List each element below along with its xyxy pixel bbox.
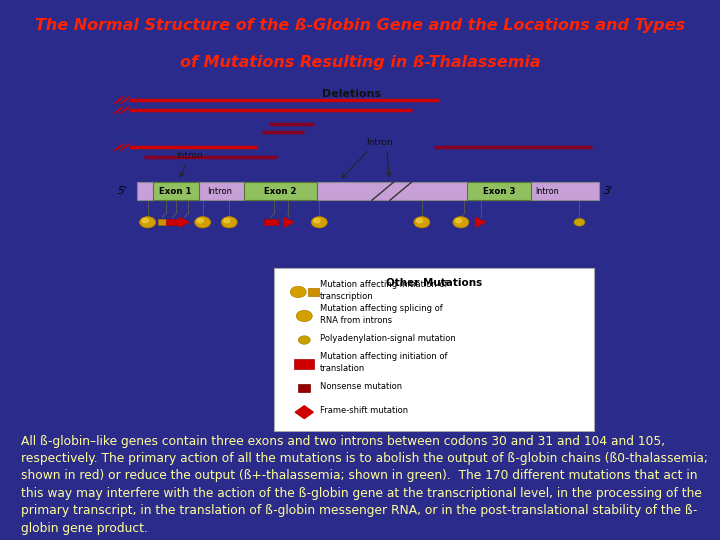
Circle shape <box>221 217 237 228</box>
Bar <box>244 182 317 200</box>
Circle shape <box>197 218 203 222</box>
Text: Other Mutations: Other Mutations <box>386 278 482 288</box>
Polygon shape <box>295 406 313 418</box>
Circle shape <box>296 310 312 322</box>
Text: Exon 1: Exon 1 <box>159 187 192 195</box>
Circle shape <box>194 217 211 228</box>
Bar <box>308 288 319 296</box>
Text: Exon 3: Exon 3 <box>482 187 515 195</box>
FancyBboxPatch shape <box>274 268 595 431</box>
Circle shape <box>290 286 306 298</box>
Bar <box>264 219 278 225</box>
Text: Polyadenylation-signal mutation: Polyadenylation-signal mutation <box>320 334 456 343</box>
Circle shape <box>456 218 462 222</box>
Bar <box>298 384 310 393</box>
Circle shape <box>224 218 230 222</box>
Text: globin gene product.: globin gene product. <box>22 522 148 535</box>
Text: shown in red) or reduce the output (ß+-thalassemia; shown in green).  The 170 di: shown in red) or reduce the output (ß+-t… <box>22 469 698 482</box>
Circle shape <box>298 336 310 345</box>
Circle shape <box>142 218 148 222</box>
Circle shape <box>416 218 423 222</box>
Text: Nonsense mutation: Nonsense mutation <box>320 382 402 391</box>
Circle shape <box>140 217 156 228</box>
Text: Mutation affecting initiation of
transcription: Mutation affecting initiation of transcr… <box>320 280 448 301</box>
Bar <box>153 182 199 200</box>
Text: Mutation affecting initiation of
translation: Mutation affecting initiation of transla… <box>320 353 448 373</box>
Circle shape <box>453 217 469 228</box>
Text: Deletions: Deletions <box>323 89 382 99</box>
Text: this way may interfere with the action of the ß-globin gene at the transcription: this way may interfere with the action o… <box>22 487 702 500</box>
Text: All ß-globin–like genes contain three exons and two introns between codons 30 an: All ß-globin–like genes contain three ex… <box>22 435 665 448</box>
Text: 3': 3' <box>604 186 613 196</box>
Text: Exon 2: Exon 2 <box>264 187 297 195</box>
Text: of Mutations Resulting in ß-Thalassemia: of Mutations Resulting in ß-Thalassemia <box>180 55 540 70</box>
Circle shape <box>311 217 328 228</box>
Text: Frame-shift mutation: Frame-shift mutation <box>320 406 408 415</box>
Bar <box>467 182 531 200</box>
Text: respectively. The primary action of all the mutations is to abolish the output o: respectively. The primary action of all … <box>22 452 708 465</box>
Text: Intron: Intron <box>176 151 202 160</box>
Circle shape <box>414 217 430 228</box>
Circle shape <box>314 218 320 222</box>
Circle shape <box>574 218 585 226</box>
Text: The Normal Structure of the ß-Globin Gene and the Locations and Types: The Normal Structure of the ß-Globin Gen… <box>35 18 685 33</box>
Bar <box>158 219 167 225</box>
Text: Mutation affecting splicing of
RNA from introns: Mutation affecting splicing of RNA from … <box>320 305 443 325</box>
Bar <box>137 182 600 200</box>
Bar <box>166 219 180 225</box>
Bar <box>294 360 314 369</box>
Text: Intron: Intron <box>207 187 232 195</box>
Text: 5': 5' <box>118 186 127 196</box>
Text: Intron: Intron <box>366 138 392 146</box>
Text: Intron: Intron <box>535 187 559 195</box>
Text: primary transcript, in the translation of ß-globin messenger RNA, or in the post: primary transcript, in the translation o… <box>22 504 698 517</box>
